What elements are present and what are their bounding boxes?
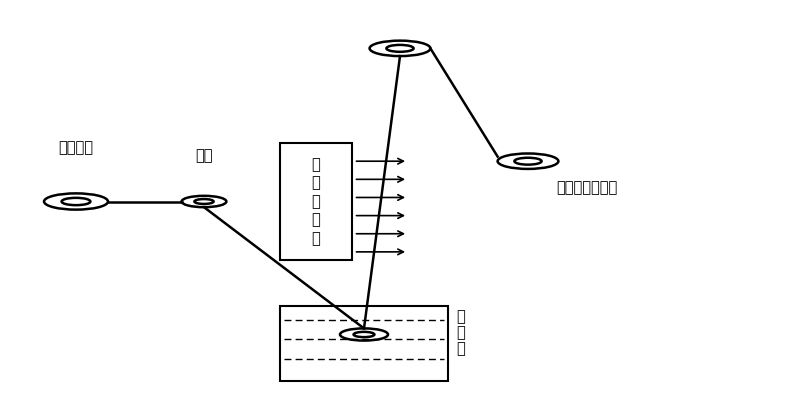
Text: 中空纤维: 中空纤维 <box>58 140 94 155</box>
Bar <box>280 143 352 260</box>
Bar <box>280 306 448 381</box>
Text: 滑轮: 滑轮 <box>195 148 213 163</box>
Text: 涂敷的中空纤维: 涂敷的中空纤维 <box>556 180 618 195</box>
Text: 涂
敷
液: 涂 敷 液 <box>456 309 465 356</box>
Text: 鼓
风
干
燥
机: 鼓 风 干 燥 机 <box>312 157 320 246</box>
